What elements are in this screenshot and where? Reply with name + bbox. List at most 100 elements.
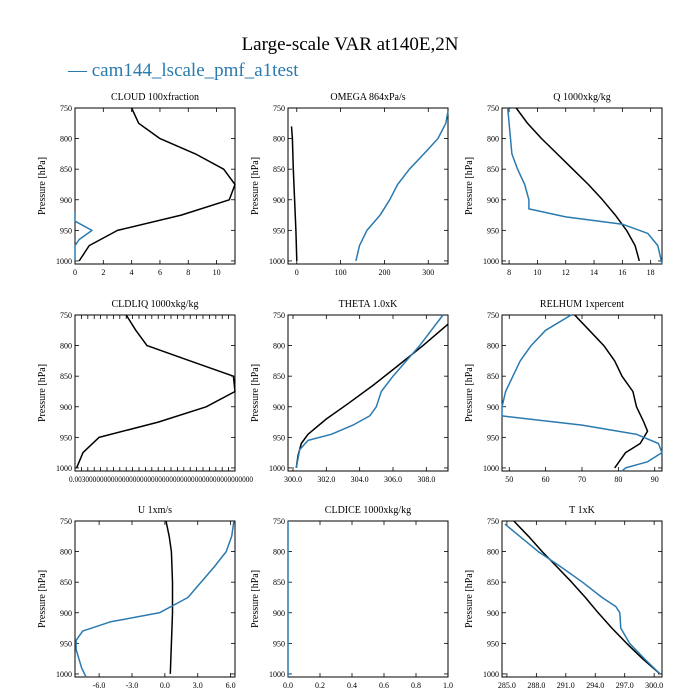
y-tick-label: 800 <box>60 548 72 557</box>
y-tick-label: 1000 <box>269 670 285 679</box>
y-axis-label: Pressure [hPa] <box>464 570 475 628</box>
y-tick-label: 850 <box>60 372 72 381</box>
y-tick-label: 850 <box>273 165 285 174</box>
x-tick-label: 100 <box>335 268 347 277</box>
x-tick-label: 80 <box>614 475 622 484</box>
plot-panel-8: CLDICE 1000xkg/kg Pressure [hPa] 750 800 850… <box>250 505 453 690</box>
plot-frame <box>74 520 236 678</box>
y-tick-label: 800 <box>273 342 285 351</box>
y-axis-label: Pressure [hPa] <box>37 157 48 215</box>
x-tick-label: 300 <box>422 268 434 277</box>
x-tick-label: 0.00300000000000000000000000000000000000… <box>69 475 253 484</box>
x-tick-label: 70 <box>578 475 586 484</box>
plot-frame <box>501 520 663 678</box>
x-tick-label: 8 <box>186 268 190 277</box>
plot-frame <box>287 520 449 678</box>
y-tick-label: 800 <box>60 342 72 351</box>
y-tick-label: 900 <box>273 196 285 205</box>
y-tick-label: 950 <box>60 433 72 442</box>
y-tick-label: 950 <box>60 226 72 235</box>
x-tick-label: 0.2 <box>315 681 325 690</box>
y-tick-label: 1000 <box>483 670 499 679</box>
y-tick-label: 950 <box>273 226 285 235</box>
x-tick-label: 304.0 <box>351 475 369 484</box>
plot-title: T 1xK <box>569 505 595 516</box>
series-line-black <box>290 126 298 261</box>
series-line-blue <box>74 212 93 261</box>
y-axis-label: Pressure [hPa] <box>250 570 261 628</box>
y-axis-label: Pressure [hPa] <box>464 364 475 422</box>
x-tick-label: 16 <box>618 268 626 277</box>
x-tick-label: 294.0 <box>586 681 604 690</box>
series-line-black <box>78 107 236 262</box>
y-tick-label: 900 <box>60 196 72 205</box>
x-tick-label: 302.0 <box>317 475 335 484</box>
y-tick-label: 950 <box>487 226 499 235</box>
y-tick-label: 800 <box>487 135 499 144</box>
y-tick-label: 1000 <box>269 257 285 266</box>
y-tick-label: 1000 <box>56 257 72 266</box>
series-line-black <box>295 323 449 469</box>
y-tick-label: 750 <box>60 311 72 320</box>
y-tick-label: 900 <box>60 609 72 618</box>
y-tick-label: 750 <box>60 104 72 113</box>
plot-frame <box>287 314 449 472</box>
y-tick-label: 1000 <box>56 464 72 473</box>
x-tick-label: 200 <box>378 268 390 277</box>
plot-frame <box>501 107 663 265</box>
series-line-blue <box>501 314 663 472</box>
y-tick-label: 1000 <box>269 464 285 473</box>
x-tick-label: 4 <box>130 268 134 277</box>
series-line-black <box>75 314 236 469</box>
plot-title: RELHUM 1xpercent <box>540 299 624 310</box>
y-axis-label: Pressure [hPa] <box>37 570 48 628</box>
x-tick-label: 0.8 <box>411 681 421 690</box>
plot-panel-5: THETA 1.0xK Pressure [hPa] 750 800 850 900 950… <box>250 299 449 484</box>
plot-panel-9: T 1xK Pressure [hPa] 750 800 850 900 950 1000 28… <box>464 505 663 690</box>
y-tick-label: 850 <box>487 165 499 174</box>
plot-panel-6: RELHUM 1xpercent Pressure [hPa] 750 800 850 9… <box>464 299 663 484</box>
y-tick-label: 1000 <box>483 257 499 266</box>
y-tick-label: 750 <box>273 517 285 526</box>
x-tick-label: 297.0 <box>616 681 634 690</box>
plot-panel-3: Q 1000xkg/kg Pressure [hPa] 750 800 850 900 95… <box>464 92 663 277</box>
x-tick-label: 308.0 <box>417 475 435 484</box>
x-tick-label: 0.6 <box>379 681 389 690</box>
series-line-black <box>513 520 661 675</box>
y-tick-label: 900 <box>273 609 285 618</box>
plot-title: OMEGA 864xPa/s <box>330 92 405 103</box>
plot-panel-1: CLOUD 100xfraction Pressure [hPa] 750 800 85… <box>37 92 236 277</box>
y-axis-label: Pressure [hPa] <box>250 157 261 215</box>
x-tick-label: 0.0 <box>160 681 170 690</box>
plot-panel-2: OMEGA 864xPa/s Pressure [hPa] 750 800 850 900… <box>250 92 449 277</box>
y-tick-label: 950 <box>60 639 72 648</box>
figure-title: Large-scale VAR at140E,2N <box>241 34 459 55</box>
plot-title: CLDLIQ 1000xkg/kg <box>112 299 199 310</box>
series-line-blue <box>355 110 449 262</box>
y-tick-label: 950 <box>273 639 285 648</box>
plot-title: THETA 1.0xK <box>339 299 398 310</box>
x-tick-label: 90 <box>651 475 659 484</box>
x-tick-label: 2 <box>101 268 105 277</box>
y-tick-label: 850 <box>273 372 285 381</box>
x-tick-label: 50 <box>505 475 513 484</box>
plot-title: Q 1000xkg/kg <box>553 92 611 103</box>
plot-title: U 1xm/s <box>138 505 172 516</box>
x-tick-label: 285.0 <box>498 681 516 690</box>
plot-title: CLOUD 100xfraction <box>111 92 199 103</box>
legend-label: cam144_lscale_pmf_a1test <box>91 60 299 81</box>
series-line-black <box>515 107 641 262</box>
y-tick-label: 750 <box>273 104 285 113</box>
x-tick-label: 0.0 <box>283 681 293 690</box>
y-tick-label: 750 <box>60 517 72 526</box>
y-tick-label: 900 <box>487 196 499 205</box>
y-tick-label: 800 <box>487 342 499 351</box>
x-tick-label: 306.0 <box>384 475 402 484</box>
y-tick-label: 850 <box>60 165 72 174</box>
plot-title: CLDICE 1000xkg/kg <box>325 505 411 516</box>
plot-frame <box>74 314 236 472</box>
x-tick-label: 18 <box>647 268 655 277</box>
x-tick-label: 6 <box>158 268 162 277</box>
y-tick-label: 850 <box>487 578 499 587</box>
y-tick-label: 900 <box>60 403 72 412</box>
